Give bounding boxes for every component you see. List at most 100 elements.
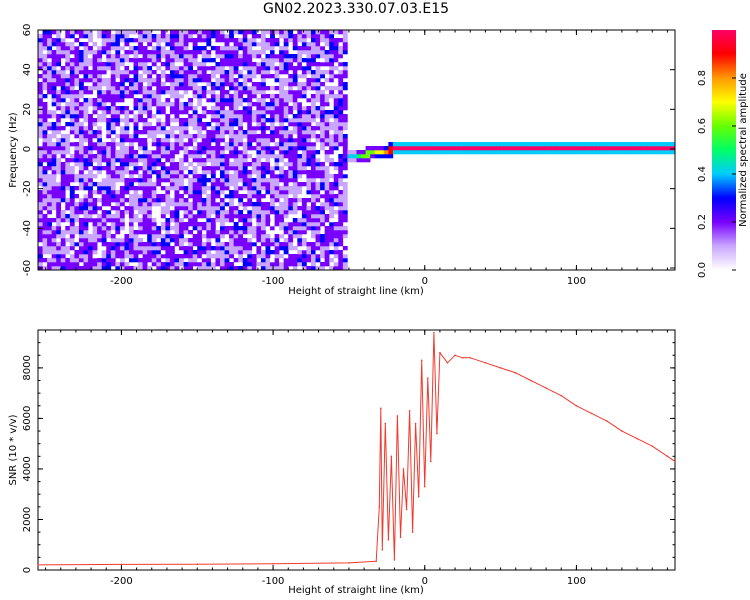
spectrogram-cell bbox=[515, 146, 521, 151]
spectrogram-cell bbox=[74, 142, 80, 147]
spectrogram-cell bbox=[142, 38, 148, 43]
spectrogram-cell bbox=[247, 134, 253, 139]
spectrogram-cell bbox=[638, 142, 644, 147]
spectrogram-cell bbox=[315, 54, 321, 59]
spectrogram-cell bbox=[247, 206, 253, 211]
spectrogram-cell bbox=[306, 46, 312, 51]
spectrogram-cell bbox=[320, 234, 325, 239]
spectrogram-cell bbox=[38, 174, 43, 179]
spectrogram-cell bbox=[279, 130, 284, 135]
spectrogram-cell bbox=[274, 210, 280, 215]
spectrogram-cell bbox=[197, 90, 203, 95]
spectrogram-cell bbox=[97, 78, 102, 83]
spectrogram-cell bbox=[201, 50, 207, 55]
spectrogram-cell bbox=[47, 38, 52, 43]
spectrogram-cell bbox=[165, 34, 171, 39]
spectrogram-cell bbox=[60, 214, 66, 219]
spectrogram-cell bbox=[584, 146, 589, 151]
spectrogram-cell bbox=[206, 94, 212, 99]
spectrogram-cell bbox=[206, 234, 212, 239]
spectrogram-cell bbox=[69, 166, 75, 171]
spectrogram-cell bbox=[156, 158, 162, 163]
spectrogram-cell bbox=[283, 154, 289, 159]
spectrogram-cell bbox=[47, 114, 52, 119]
spectrogram-cell bbox=[160, 150, 166, 155]
spectrogram-cell bbox=[201, 94, 207, 99]
spectrogram-cell bbox=[320, 42, 325, 47]
spectrogram-cell bbox=[247, 170, 253, 175]
spectrogram-cell bbox=[251, 182, 257, 187]
spectrogram-cell bbox=[238, 146, 244, 151]
spectrogram-cell bbox=[201, 186, 207, 191]
spectrogram-cell bbox=[56, 90, 62, 95]
spectrogram-cell bbox=[256, 142, 262, 147]
spectrogram-cell bbox=[138, 114, 143, 119]
spectrogram-cell bbox=[183, 102, 189, 107]
spectrogram-cell bbox=[47, 174, 52, 179]
spectrogram-cell bbox=[197, 262, 203, 267]
spectrogram-cell bbox=[306, 206, 312, 211]
spectrogram-cell bbox=[279, 186, 284, 191]
spectrogram-cell bbox=[42, 54, 48, 59]
spectrogram-cell bbox=[60, 166, 66, 171]
snr-point bbox=[411, 531, 414, 533]
spectrogram-cell bbox=[288, 154, 294, 159]
spectrogram-cell bbox=[60, 182, 66, 187]
spectrogram-cell bbox=[119, 146, 125, 151]
spectrogram-cell bbox=[233, 210, 239, 215]
spectrogram-cell bbox=[288, 246, 294, 251]
spectrogram-cell bbox=[288, 238, 294, 243]
spectrogram-cell bbox=[65, 34, 71, 39]
spectrogram-cell bbox=[101, 130, 107, 135]
spectrogram-cell bbox=[333, 162, 339, 167]
spectrogram-cell bbox=[224, 30, 230, 35]
spectrogram-cell bbox=[220, 258, 225, 263]
spectrogram-cell bbox=[69, 58, 75, 63]
spectrogram-cell bbox=[188, 106, 193, 111]
spectrogram-cell bbox=[142, 46, 148, 51]
spectrogram-cell bbox=[274, 78, 280, 83]
spectrogram-cell bbox=[524, 150, 530, 155]
spectrogram-cell bbox=[342, 182, 348, 187]
spectrogram-cell bbox=[229, 162, 234, 167]
spectrogram-cell bbox=[224, 78, 230, 83]
spectrogram-cell bbox=[78, 210, 84, 215]
spectrogram-cell bbox=[247, 190, 253, 195]
spectrogram-cell bbox=[188, 250, 193, 255]
spectrogram-cell bbox=[92, 214, 98, 219]
spectrogram-cell bbox=[229, 202, 234, 207]
spectrogram-cell bbox=[110, 214, 116, 219]
snr-point bbox=[402, 468, 405, 470]
spectrogram-cell bbox=[151, 198, 157, 203]
snr-point bbox=[375, 560, 378, 562]
spectrogram-cell bbox=[179, 174, 184, 179]
spectrogram-cell bbox=[320, 30, 325, 35]
spectrogram-cell bbox=[270, 110, 275, 115]
spectrogram-cell bbox=[661, 142, 667, 147]
spectrogram-cell bbox=[297, 146, 303, 151]
spectrogram-cell bbox=[110, 162, 116, 167]
spectrogram-cell bbox=[138, 74, 143, 79]
spectrogram-cell bbox=[83, 174, 89, 179]
spectrogram-cell bbox=[69, 122, 75, 127]
spectrogram-cell bbox=[169, 170, 175, 175]
spectrogram-cell bbox=[110, 42, 116, 47]
spectrogram-cell bbox=[188, 182, 193, 187]
spectrogram-cell bbox=[206, 262, 212, 267]
spectrogram-cell bbox=[365, 150, 371, 155]
spectrogram-cell bbox=[338, 258, 344, 263]
spectrogram-cell bbox=[247, 214, 253, 219]
spectrogram-cell bbox=[92, 50, 98, 55]
spectrogram-cell bbox=[88, 234, 93, 239]
spectrogram-cell bbox=[197, 78, 203, 83]
spectrogram-cell bbox=[110, 54, 116, 59]
spectrogram-cell bbox=[78, 182, 84, 187]
spectrogram-cell bbox=[265, 170, 271, 175]
spectrogram-cell bbox=[88, 126, 93, 131]
spectrogram-cell bbox=[229, 34, 234, 39]
spectrogram-cell bbox=[88, 194, 93, 199]
spectrogram-cell bbox=[247, 198, 253, 203]
spectrogram-cell bbox=[338, 218, 344, 223]
spectrogram-cell bbox=[51, 242, 57, 247]
spectrogram-cell bbox=[229, 190, 234, 195]
